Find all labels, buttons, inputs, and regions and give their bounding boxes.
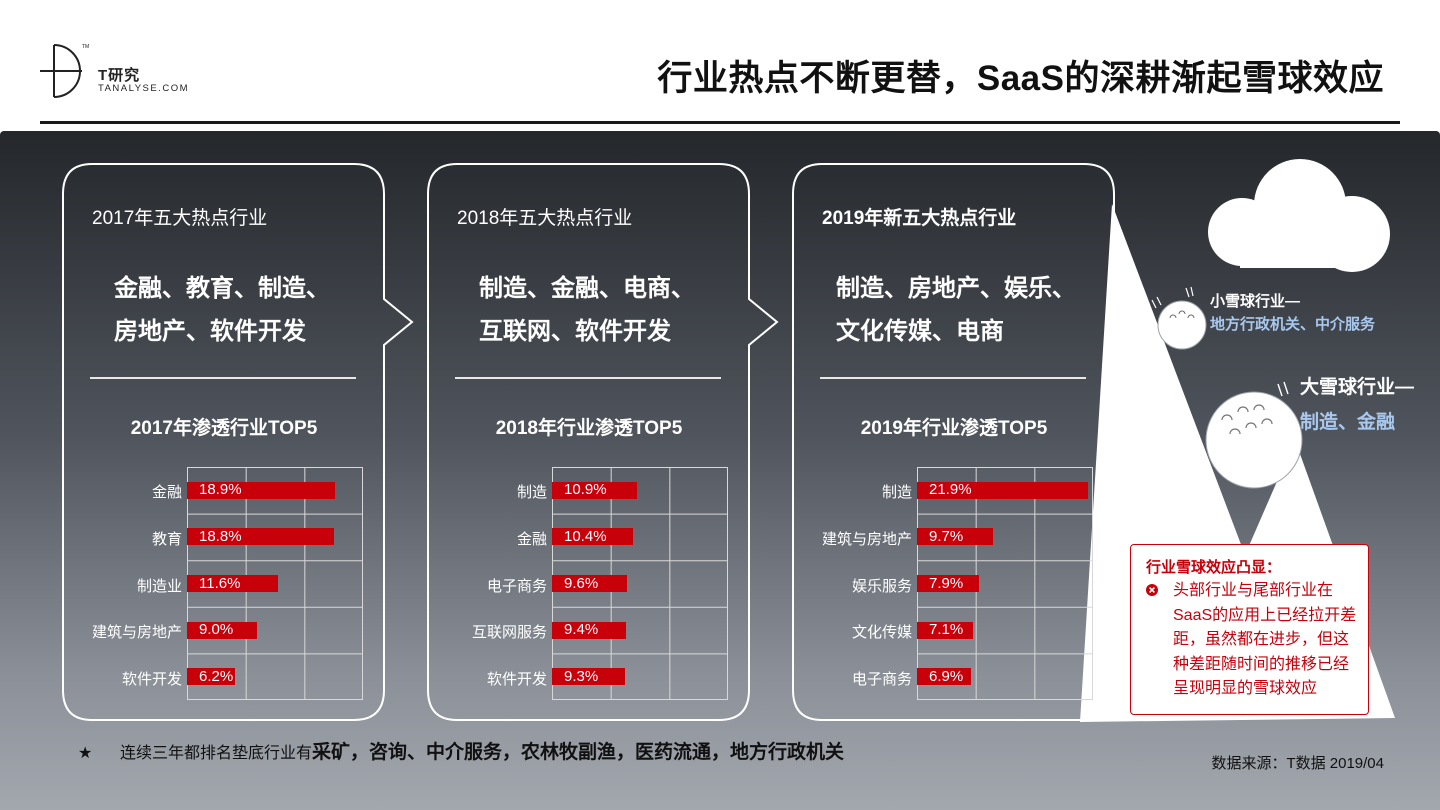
- bar: [552, 668, 625, 686]
- logo-domain: TANALYSE.COM: [98, 83, 190, 94]
- bar-value-label: 18.9%: [199, 481, 242, 499]
- card-title: 2017年五大热点行业: [92, 208, 268, 229]
- hot-industries: 金融、教育、制造、 房地产、软件开发: [114, 267, 374, 353]
- hot-line: 互联网、软件开发: [479, 318, 671, 345]
- card-2019: 2019年新五大热点行业 制造、房地产、娱乐、 文化传媒、电商 2019年行业渗…: [792, 163, 1116, 721]
- grid-lines: [187, 467, 363, 700]
- bar-value-label: 6.2%: [199, 667, 234, 685]
- hot-line: 制造、金融、电商、: [479, 275, 695, 302]
- small-snowball-title: 小雪球行业—: [1210, 293, 1301, 310]
- bar-grid: [917, 467, 1093, 701]
- small-snowball-industries: 地方行政机关、中介服务: [1210, 316, 1376, 333]
- logo-name: T研究: [98, 67, 141, 84]
- logo-mark: TM: [40, 44, 89, 98]
- x-circle-icon: [1146, 584, 1158, 596]
- data-source: 数据来源：T数据 2019/04: [1211, 755, 1384, 772]
- bar: [917, 528, 993, 546]
- page-title: 行业热点不断更替，SaaS的深耕渐起雪球效应: [657, 59, 1384, 98]
- card-2018: 2018年五大热点行业 制造、金融、电商、 互联网、软件开发 2018年行业渗透…: [427, 163, 779, 721]
- hot-line: 制造、房地产、娱乐、: [836, 275, 1076, 302]
- bar-value-label: 9.3%: [564, 667, 599, 685]
- bar-value-label: 18.8%: [199, 527, 242, 545]
- bar-category-label: 金融: [516, 530, 547, 548]
- bar-category-label: 建筑与房地产: [91, 624, 182, 642]
- bar-value-label: 21.9%: [929, 481, 972, 499]
- bar-category-label: 制造: [516, 484, 547, 502]
- bar-value-label: 11.6%: [199, 574, 241, 592]
- card-title: 2019年新五大热点行业: [822, 208, 1017, 229]
- footnote-prefix: 连续三年都排名垫底行业有: [120, 745, 313, 762]
- bar: [187, 481, 335, 499]
- bar-value-label: 9.4%: [564, 621, 599, 639]
- bar: [917, 481, 1088, 499]
- card-2017: 2017年五大热点行业 金融、教育、制造、 房地产、软件开发 2017年渗透行业…: [62, 163, 414, 721]
- card-frame: [792, 163, 1115, 721]
- card-divider: [455, 377, 721, 379]
- bar-category-label: 制造业: [136, 577, 182, 595]
- hot-line: 金融、教育、制造、: [114, 275, 330, 302]
- bar-value-label: 9.6%: [564, 574, 599, 592]
- bar: [552, 528, 633, 546]
- bar-category-label: 电子商务: [851, 670, 912, 688]
- card-divider: [90, 377, 356, 379]
- bar-grid: [552, 467, 728, 701]
- hot-industries: 制造、房地产、娱乐、 文化传媒、电商: [836, 267, 1096, 353]
- card-divider: [820, 377, 1086, 379]
- bar: [917, 668, 971, 686]
- grid-lines: [552, 467, 728, 700]
- bar-category-label: 软件开发: [121, 670, 182, 688]
- card-frame: [427, 163, 779, 721]
- bar-value-label: 7.9%: [929, 574, 964, 592]
- big-snowball-title: 大雪球行业—: [1300, 377, 1415, 398]
- logo: TM T研究 TANALYSE.COM: [36, 42, 196, 102]
- bar: [552, 481, 637, 499]
- callout-body: 头部行业与尾部行业在SaaS的应用上已经拉开差距，虽然都在进步，但这种差距随时间…: [1173, 582, 1357, 697]
- bar-value-label: 10.9%: [564, 481, 607, 499]
- bar-value-label: 9.0%: [199, 621, 234, 639]
- big-snowball-industries: 制造、金融: [1300, 412, 1396, 433]
- bar-category-label: 娱乐服务: [851, 577, 912, 595]
- bar: [187, 528, 334, 546]
- bar-category-label: 软件开发: [486, 670, 547, 688]
- hot-industries: 制造、金融、电商、 互联网、软件开发: [479, 267, 739, 353]
- bar: [187, 668, 235, 686]
- svg-text:TM: TM: [82, 44, 89, 50]
- bar-category-label: 电子商务: [486, 577, 547, 595]
- bar: [917, 621, 973, 639]
- bar-grid: [187, 467, 363, 701]
- bar: [187, 621, 257, 639]
- bar: [552, 621, 626, 639]
- bar-value-label: 10.4%: [564, 527, 607, 545]
- hot-line: 文化传媒、电商: [836, 318, 1004, 345]
- footnote-emphasis: 采矿，咨询、中介服务，农林牧副渔，医药流通，地方行政机关: [312, 742, 845, 763]
- bar-category-label: 制造: [881, 484, 912, 502]
- header-divider: [40, 121, 1400, 124]
- footnote: ★ 连续三年都排名垫底行业有采矿，咨询、中介服务，农林牧副渔，医药流通，地方行政机…: [78, 737, 844, 764]
- bar-category-label: 文化传媒: [851, 624, 912, 642]
- bar-category-label: 教育: [151, 530, 182, 548]
- top5-title: 2019年行业渗透TOP5: [860, 418, 1048, 439]
- bar-value-label: 7.1%: [929, 621, 964, 639]
- hot-line: 房地产、软件开发: [114, 318, 306, 345]
- star-icon: ★: [78, 745, 93, 762]
- callout-title: 行业雪球效应凸显：: [1146, 559, 1282, 576]
- bar-value-label: 6.9%: [929, 667, 964, 685]
- bar-category-label: 金融: [151, 484, 182, 502]
- grid-lines: [917, 467, 1093, 700]
- top5-title: 2018年行业渗透TOP5: [495, 418, 683, 439]
- top5-title: 2017年渗透行业TOP5: [130, 418, 318, 439]
- bar: [552, 575, 627, 592]
- bar: [187, 575, 278, 592]
- snowball-effect-callout: 行业雪球效应凸显： 头部行业与尾部行业在SaaS的应用上已经拉开差距，虽然都在进…: [1130, 544, 1369, 715]
- bar-category-label: 互联网服务: [471, 624, 547, 642]
- bar-category-label: 建筑与房地产: [821, 530, 912, 548]
- card-frame: [62, 163, 414, 721]
- bar-value-label: 9.7%: [929, 527, 964, 545]
- card-title: 2018年五大热点行业: [457, 208, 633, 229]
- bar: [917, 575, 979, 592]
